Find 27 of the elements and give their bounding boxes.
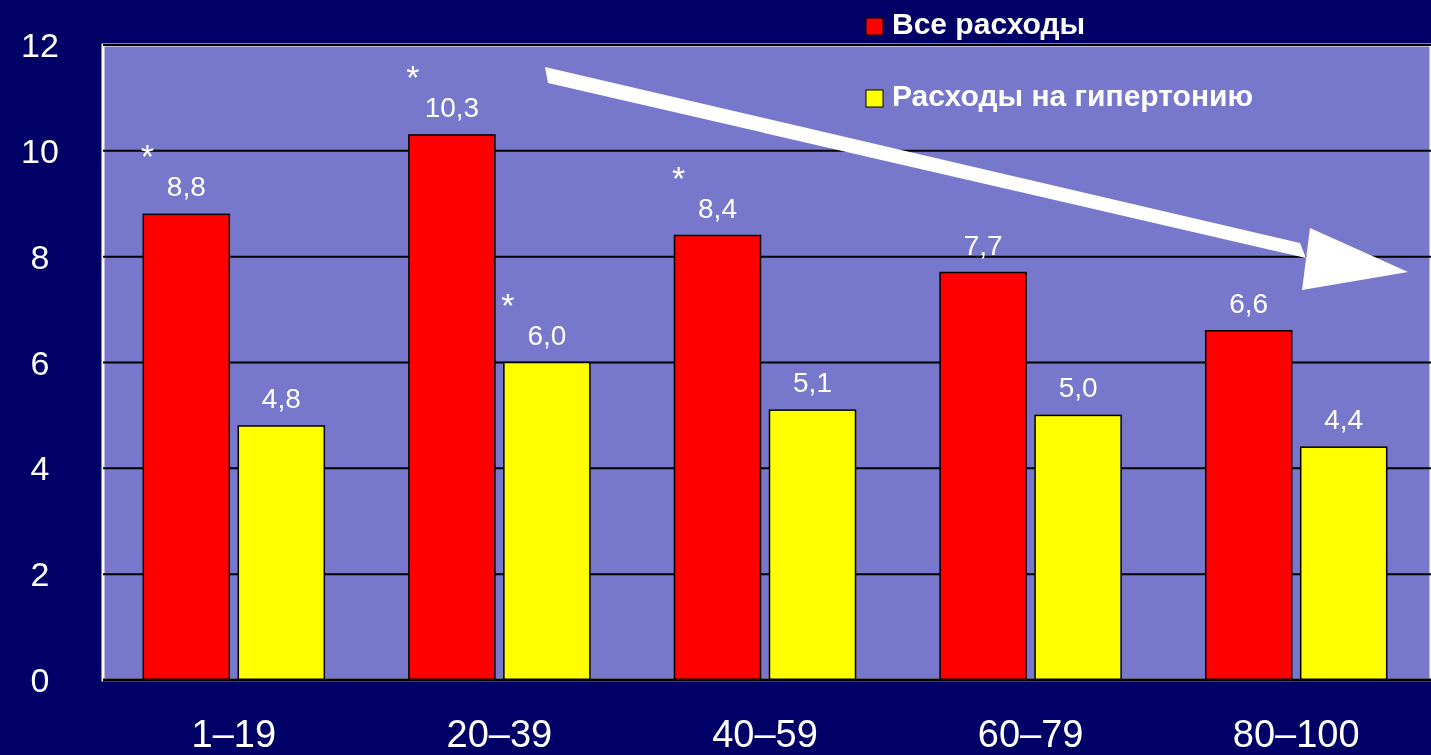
x-tick-label: 1–19: [191, 713, 277, 755]
data-label: 4,8: [261, 383, 301, 414]
data-label: 7,7: [963, 229, 1003, 261]
data-label: 4,4: [1324, 404, 1364, 436]
x-tick-label: 40–59: [712, 713, 818, 755]
annotation: *: [406, 57, 420, 96]
x-tick-label: 20–39: [446, 713, 553, 755]
x-tick-label: 60–79: [977, 713, 1084, 755]
y-tick-label: 8: [30, 237, 50, 276]
data-label: 5,0: [1058, 372, 1098, 404]
y-tick-label: 4: [30, 449, 50, 488]
data-label: 6,0: [527, 319, 567, 351]
legend-label: Все расходы: [892, 7, 1086, 40]
annotation: *: [671, 158, 686, 197]
data-label: 5,1: [793, 367, 832, 399]
y-tick-label: 2: [30, 555, 50, 594]
annotation: *: [501, 285, 515, 324]
data-label: 10,3: [424, 91, 480, 123]
y-tick-label: 6: [30, 343, 50, 382]
data-label: 8,4: [698, 192, 737, 224]
data-label: 8,8: [166, 171, 206, 203]
x-tick-label: 80–100: [1232, 713, 1360, 755]
y-tick-label: 10: [21, 131, 59, 170]
data-label: 6,6: [1229, 287, 1269, 319]
y-tick-label: 12: [21, 26, 59, 64]
legend-label: Расходы на гипертонию: [892, 79, 1254, 112]
y-tick-label: 0: [30, 661, 50, 699]
